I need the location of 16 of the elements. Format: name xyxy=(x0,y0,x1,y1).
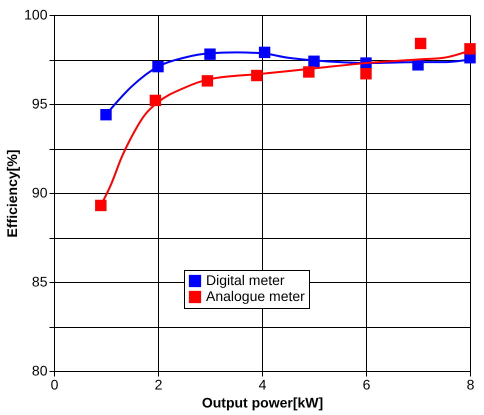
legend-label: Digital meter xyxy=(206,272,285,288)
x-tick-label: 4 xyxy=(258,376,267,392)
y-tick-label: 85 xyxy=(32,274,48,290)
point xyxy=(360,68,372,80)
y-tick-label: 90 xyxy=(32,184,48,200)
x-axis-title: Output power[kW] xyxy=(202,394,324,410)
y-tick-label: 80 xyxy=(32,362,48,378)
y-tick-label: 100 xyxy=(24,6,48,22)
y-tick-label: 95 xyxy=(32,96,48,112)
x-tick-label: 2 xyxy=(154,376,163,392)
x-tick-label: 6 xyxy=(362,376,371,392)
x-tick-label: 0 xyxy=(50,376,59,392)
x-tick-label: 8 xyxy=(466,376,475,392)
legend-label: Analogue meter xyxy=(206,288,306,304)
point xyxy=(414,38,426,50)
y-axis-title: Efficiency[%] xyxy=(4,150,20,238)
